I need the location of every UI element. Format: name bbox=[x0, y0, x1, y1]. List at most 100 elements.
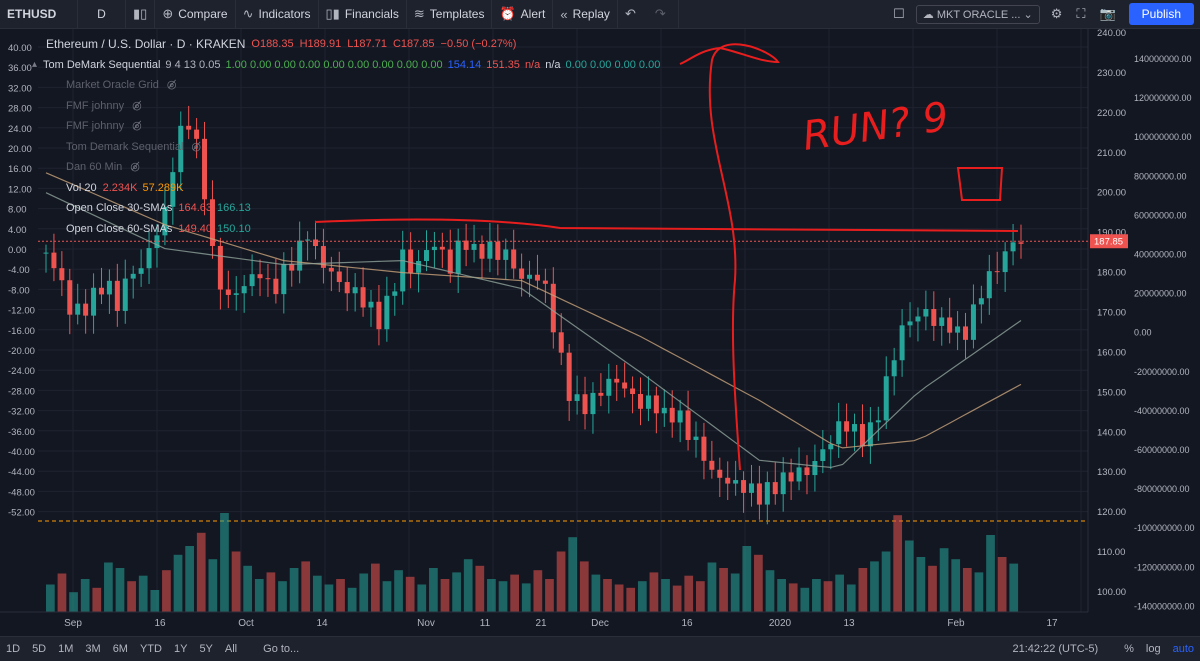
volume-legend-row[interactable]: Vol 20 2.234K 57.289K bbox=[46, 178, 660, 199]
range-6m[interactable]: 6M bbox=[112, 643, 128, 655]
interval-button[interactable]: D bbox=[78, 0, 126, 28]
fullscreen-button[interactable]: ⛶ bbox=[1069, 0, 1092, 28]
symbol-search[interactable]: ETHUSD bbox=[0, 0, 78, 28]
price-tick: 150.00 bbox=[1097, 387, 1126, 398]
financials-button[interactable]: ▯▮ Financials bbox=[319, 0, 407, 28]
candle-body bbox=[947, 317, 953, 333]
top-toolbar: ETHUSD D ▮▯ ⊕ Compare ∿ Indicators ▯▮ Finan… bbox=[0, 0, 1200, 29]
candle-body bbox=[899, 325, 905, 361]
hidden-indicator-0[interactable]: Market Oracle Grid ◎̸ bbox=[46, 75, 660, 96]
candle-body bbox=[487, 241, 493, 259]
range-all[interactable]: All bbox=[224, 643, 238, 655]
replay-button[interactable]: « Replay bbox=[553, 0, 618, 28]
alert-button[interactable]: ⏰ Alert bbox=[492, 0, 554, 28]
volume-bar bbox=[904, 540, 914, 612]
collapse-icon[interactable]: ▴ bbox=[32, 58, 38, 70]
eye-off-icon[interactable]: ◎̸ bbox=[166, 79, 177, 91]
range-1d[interactable]: 1D bbox=[6, 643, 21, 655]
chart-type-button[interactable]: ▮▯ bbox=[126, 0, 156, 28]
candle-body bbox=[875, 420, 881, 423]
indicators-button[interactable]: ∿ Indicators bbox=[236, 0, 319, 28]
layout-selector[interactable]: ☁ MKT ORACLE ... ⌄ bbox=[915, 4, 1040, 24]
volume-bar bbox=[614, 584, 624, 612]
volume-bar bbox=[939, 548, 949, 612]
candles-icon: ▮▯ bbox=[133, 6, 148, 21]
left-axis-tick: -40.00 bbox=[8, 447, 35, 458]
compare-button[interactable]: ⊕ Compare bbox=[155, 0, 236, 28]
candle-body bbox=[709, 460, 715, 470]
hidden-indicator-4[interactable]: Dan 60 Min ◎̸ bbox=[46, 157, 660, 178]
publish-button[interactable]: Publish bbox=[1128, 3, 1194, 25]
templates-label: Templates bbox=[429, 7, 485, 21]
range-5d[interactable]: 5D bbox=[32, 643, 47, 655]
candle-body bbox=[511, 249, 517, 269]
volume-bar bbox=[916, 557, 926, 612]
chart-legend: Ethereum / U.S. Dollar · D · KRAKEN O188… bbox=[32, 34, 660, 240]
redo-button[interactable]: ↷ bbox=[648, 0, 679, 28]
candle-body bbox=[558, 332, 564, 353]
sma60-legend-row[interactable]: Open Close 60-SMAs 149.40 150.10 bbox=[46, 219, 660, 240]
eye-off-icon[interactable]: ◎̸ bbox=[130, 161, 140, 173]
fullscreen-icon: ⛶ bbox=[1076, 6, 1086, 21]
cloud-icon: ☁ bbox=[922, 8, 937, 21]
volume-bar bbox=[812, 579, 821, 612]
volume-bar bbox=[858, 568, 868, 612]
candle-body bbox=[788, 472, 794, 482]
range-ytd[interactable]: YTD bbox=[139, 643, 162, 655]
candle-body bbox=[907, 321, 913, 326]
left-axis-tick: -24.00 bbox=[8, 366, 35, 377]
clock-readout[interactable]: 21:42:22 (UTC-5) bbox=[1012, 643, 1099, 655]
volume-bar bbox=[231, 551, 241, 612]
time-tick: 16 bbox=[154, 618, 166, 629]
volume-value-1: 2.234K bbox=[102, 181, 138, 194]
settings-button[interactable]: ⚙ bbox=[1044, 0, 1070, 28]
auto-toggle[interactable]: auto bbox=[1172, 643, 1194, 655]
price-tick: 230.00 bbox=[1097, 68, 1126, 79]
volume-bar bbox=[649, 572, 659, 612]
candle-body bbox=[241, 286, 247, 294]
candle-body bbox=[764, 482, 770, 505]
goto-button[interactable]: Go to... bbox=[263, 643, 300, 655]
camera-icon: 📷 bbox=[1099, 6, 1116, 21]
range-1y[interactable]: 1Y bbox=[173, 643, 188, 655]
snapshot-button[interactable]: 📷 bbox=[1092, 0, 1122, 28]
hidden-indicator-3[interactable]: Tom Demark Sequential ◎̸ bbox=[46, 137, 660, 158]
price-chart[interactable]: 40.00 36.00 32.00 28.00 24.00 20.00 16.00 12.00… bbox=[0, 0, 1200, 636]
redo-icon: ↷ bbox=[654, 6, 666, 21]
price-tick: 240.00 bbox=[1097, 28, 1126, 39]
fullscreen-layout-button[interactable]: ☐ bbox=[886, 0, 912, 28]
hidden-indicator-1[interactable]: FMF johnny ◎̸ bbox=[46, 96, 660, 117]
eye-off-icon[interactable]: ◎̸ bbox=[132, 99, 142, 112]
time-tick: 21 bbox=[535, 618, 547, 629]
volume-bar bbox=[986, 535, 995, 612]
eye-off-icon[interactable]: ◎̸ bbox=[132, 120, 142, 132]
indicators-icon: ∿ bbox=[242, 6, 254, 21]
price-tick: 190.00 bbox=[1097, 228, 1126, 239]
price-tick: 100.00 bbox=[1097, 587, 1126, 598]
eye-off-icon[interactable]: ◎̸ bbox=[191, 140, 201, 153]
sma60-value-2: 150.10 bbox=[217, 222, 251, 235]
left-axis-tick: -36.00 bbox=[8, 427, 35, 438]
percent-toggle[interactable]: % bbox=[1124, 643, 1134, 655]
volume-bar bbox=[185, 546, 194, 612]
range-1m[interactable]: 1M bbox=[58, 643, 74, 655]
sma30-legend-row[interactable]: Open Close 30-SMAs 164.63 166.13 bbox=[46, 198, 660, 219]
range-5y[interactable]: 5Y bbox=[199, 643, 213, 655]
candle-body bbox=[963, 326, 969, 340]
log-toggle[interactable]: log bbox=[1145, 643, 1161, 655]
undo-button[interactable]: ↶ bbox=[618, 0, 648, 28]
templates-button[interactable]: ≋ Templates bbox=[407, 0, 493, 28]
range-3m[interactable]: 3M bbox=[85, 643, 101, 655]
candle-body bbox=[638, 394, 644, 409]
left-axis-tick: 4.00 bbox=[8, 225, 27, 236]
indicator-legend-row[interactable]: ▴ Tom DeMark Sequential 9 4 13 0.05 1.00… bbox=[32, 55, 660, 76]
candle-body bbox=[756, 483, 762, 505]
hidden-indicator-2[interactable]: FMF johnny ◎̸ bbox=[46, 116, 660, 137]
volume-bar bbox=[707, 562, 717, 612]
price-tick: 140.00 bbox=[1097, 427, 1126, 438]
candle-body bbox=[867, 422, 873, 447]
time-axis: Sep 16 Oct 14 Nov 11 21 Dec 16 2020 13 Feb 17 bbox=[0, 611, 1088, 629]
gear-icon: ⚙ bbox=[1050, 6, 1063, 21]
left-axis-tick: 16.00 bbox=[8, 164, 32, 175]
candle-body bbox=[780, 472, 786, 495]
